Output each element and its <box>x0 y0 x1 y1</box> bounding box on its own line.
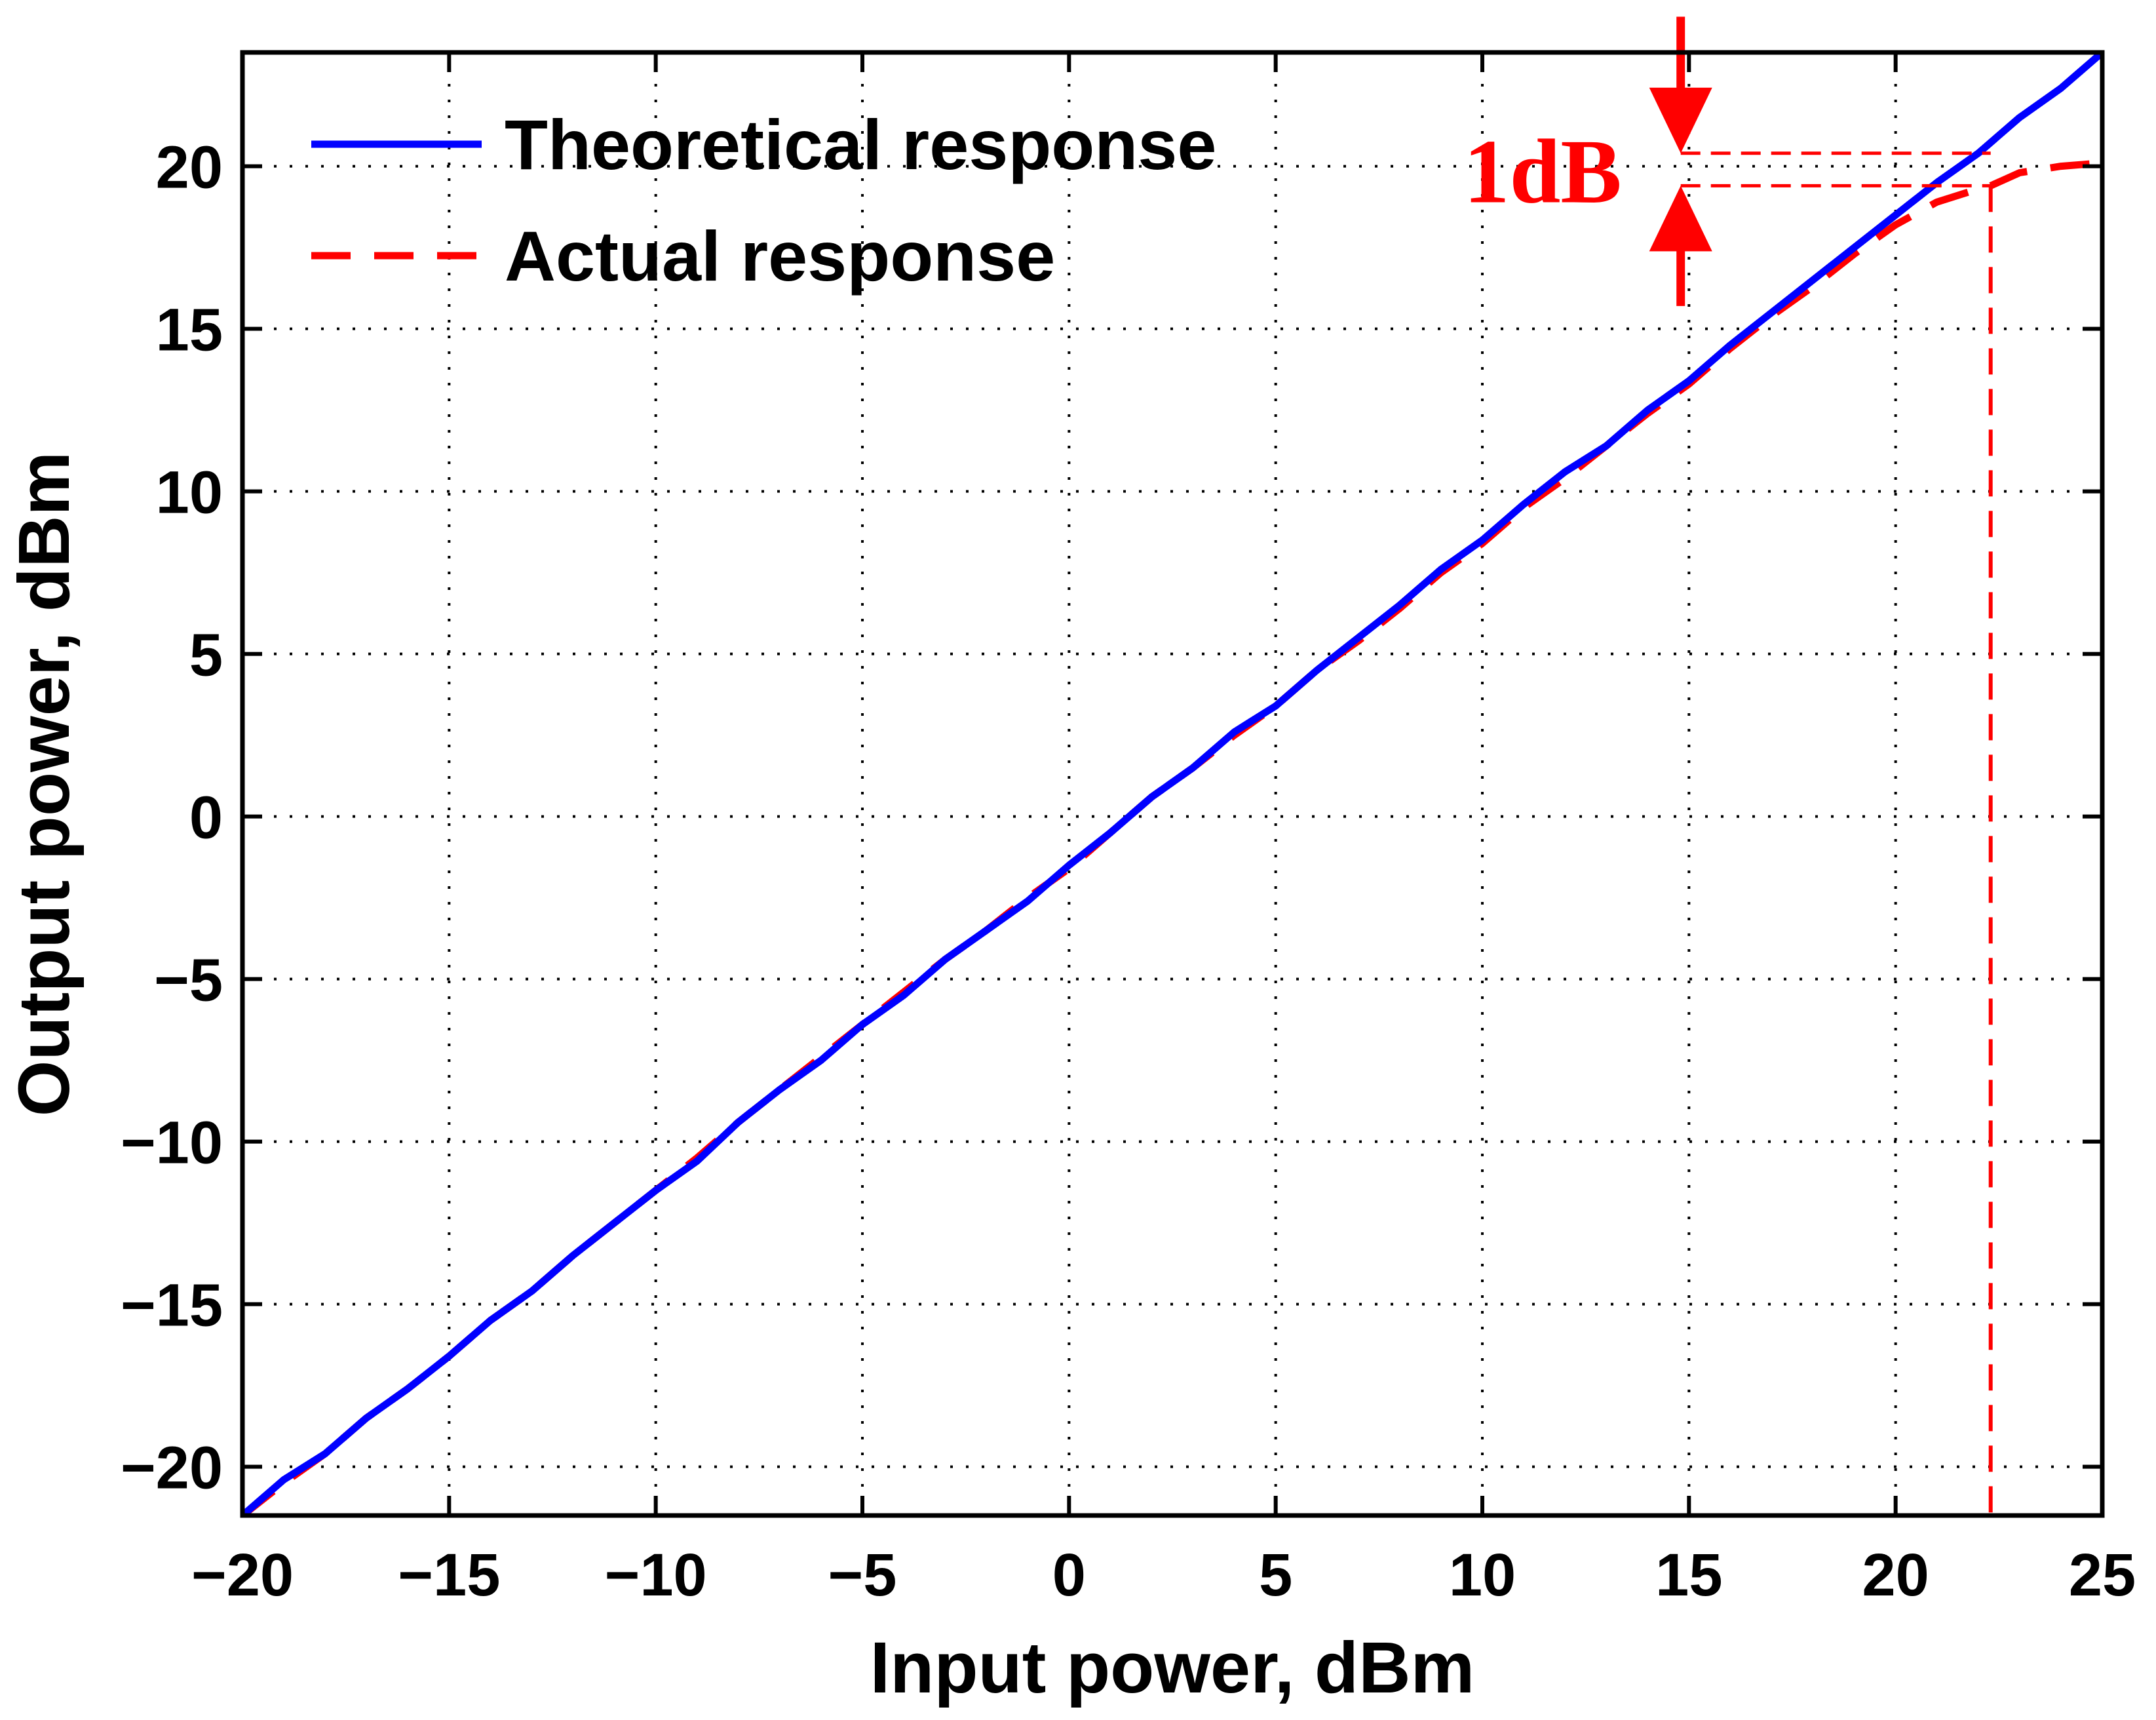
plot-area-frame <box>240 50 2105 1518</box>
annotation-1db-label: 1dB <box>1463 121 1621 223</box>
y-tick-label: 20 <box>156 134 223 201</box>
x-tick-label: 10 <box>1449 1542 1516 1609</box>
x-tick-label: −15 <box>398 1542 500 1609</box>
legend: Theoretical response Actual response <box>311 105 1216 296</box>
x-tick-label: −20 <box>191 1542 294 1609</box>
annotation-layer <box>1649 16 1993 1515</box>
y-axis-label: Output power, dBm <box>4 452 85 1116</box>
legend-label: Actual response <box>505 216 1055 296</box>
y-tick-label: 5 <box>189 622 223 689</box>
y-tick-label: 15 <box>156 297 223 364</box>
x-tick-label: −5 <box>828 1542 897 1609</box>
x-tick-label: 20 <box>1862 1542 1929 1609</box>
actual-response-line <box>242 159 2102 1515</box>
legend-label: Theoretical response <box>505 105 1216 184</box>
x-tick-label: 0 <box>1052 1542 1086 1609</box>
y-tick-label: −10 <box>121 1110 223 1177</box>
annotation-down-arrow-icon <box>1649 87 1712 153</box>
series-layer <box>242 52 2102 1515</box>
y-tick-label: −15 <box>121 1272 223 1339</box>
x-tick-label: −10 <box>605 1542 707 1609</box>
ticks: −20 −15 −10 −5 0 5 10 15 20 25 −20 −15 −10 −5 0 5 10 15 20 <box>121 52 2136 1609</box>
theoretical-response-line <box>242 52 2102 1515</box>
x-axis-label: Input power, dBm <box>870 1628 1475 1708</box>
grid <box>242 52 2102 1515</box>
y-tick-label: 0 <box>189 785 223 851</box>
y-tick-label: −20 <box>121 1435 223 1502</box>
x-tick-label: 25 <box>2069 1542 2136 1609</box>
y-tick-label: 10 <box>156 459 223 526</box>
annotation-up-arrow-icon <box>1649 186 1712 252</box>
x-tick-label: 15 <box>1655 1542 1722 1609</box>
y-tick-label: −5 <box>154 947 223 1014</box>
x-tick-label: 5 <box>1259 1542 1292 1609</box>
